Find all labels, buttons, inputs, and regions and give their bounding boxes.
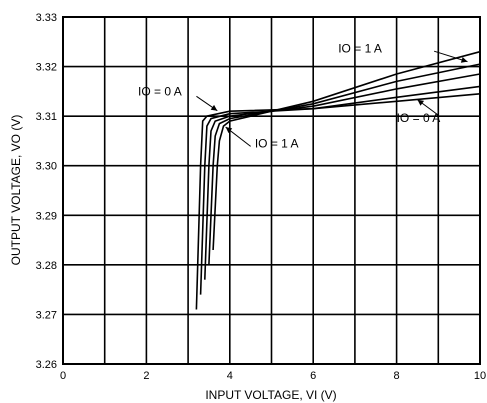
annotations: IO = 1 A IO = 0 A IO = 1 A IO = 0 A	[138, 42, 440, 151]
series-line-4	[208, 63, 481, 265]
arrow-io-1a-bottom-head	[225, 127, 233, 134]
y-axis-label: OUTPUT VOLTAGE, VO (V)	[9, 115, 23, 266]
arrow-io-0a-right-head	[417, 99, 425, 106]
x-tick-label: 4	[227, 370, 233, 382]
y-tick-label: 3.29	[36, 210, 57, 222]
y-tick-label: 3.33	[36, 12, 57, 24]
series-group	[195, 50, 481, 310]
plot-border	[62, 16, 481, 365]
y-tick-label: 3.30	[36, 161, 57, 173]
series-line-1	[195, 93, 481, 310]
annotation-io-0a-left: IO = 0 A	[138, 84, 182, 98]
series-line-3	[204, 73, 481, 280]
y-tick-label: 3.28	[36, 260, 57, 272]
y-tick-label: 3.27	[36, 309, 57, 321]
y-tick-label: 3.31	[36, 111, 57, 123]
y-tick-label: 3.26	[36, 359, 57, 371]
x-tick-label: 10	[474, 370, 486, 382]
tick-labels: 0 2 4 6 8 10 3.26 3.27 3.28 3.29 3.30 3.31 3.32 3.33	[36, 12, 487, 382]
series-line-5	[212, 50, 481, 251]
annotation-io-1a-bottom: IO = 1 A	[255, 136, 299, 150]
annotation-arrows	[196, 50, 468, 147]
x-axis-label: INPUT VOLTAGE, VI (V)	[205, 388, 336, 402]
annotation-io-0a-right: IO = 0 A	[397, 111, 441, 125]
x-tick-label: 8	[394, 370, 400, 382]
y-tick-label: 3.32	[36, 62, 57, 74]
x-tick-label: 2	[143, 370, 149, 382]
plot-frame	[62, 16, 481, 365]
arrow-io-1a-top-head	[460, 56, 468, 63]
x-tick-label: 6	[310, 370, 316, 382]
series-line-2	[199, 85, 481, 295]
annotation-io-1a-top: IO = 1 A	[338, 42, 382, 56]
x-tick-label: 0	[60, 370, 66, 382]
arrow-io-0a-left-head	[210, 104, 218, 111]
